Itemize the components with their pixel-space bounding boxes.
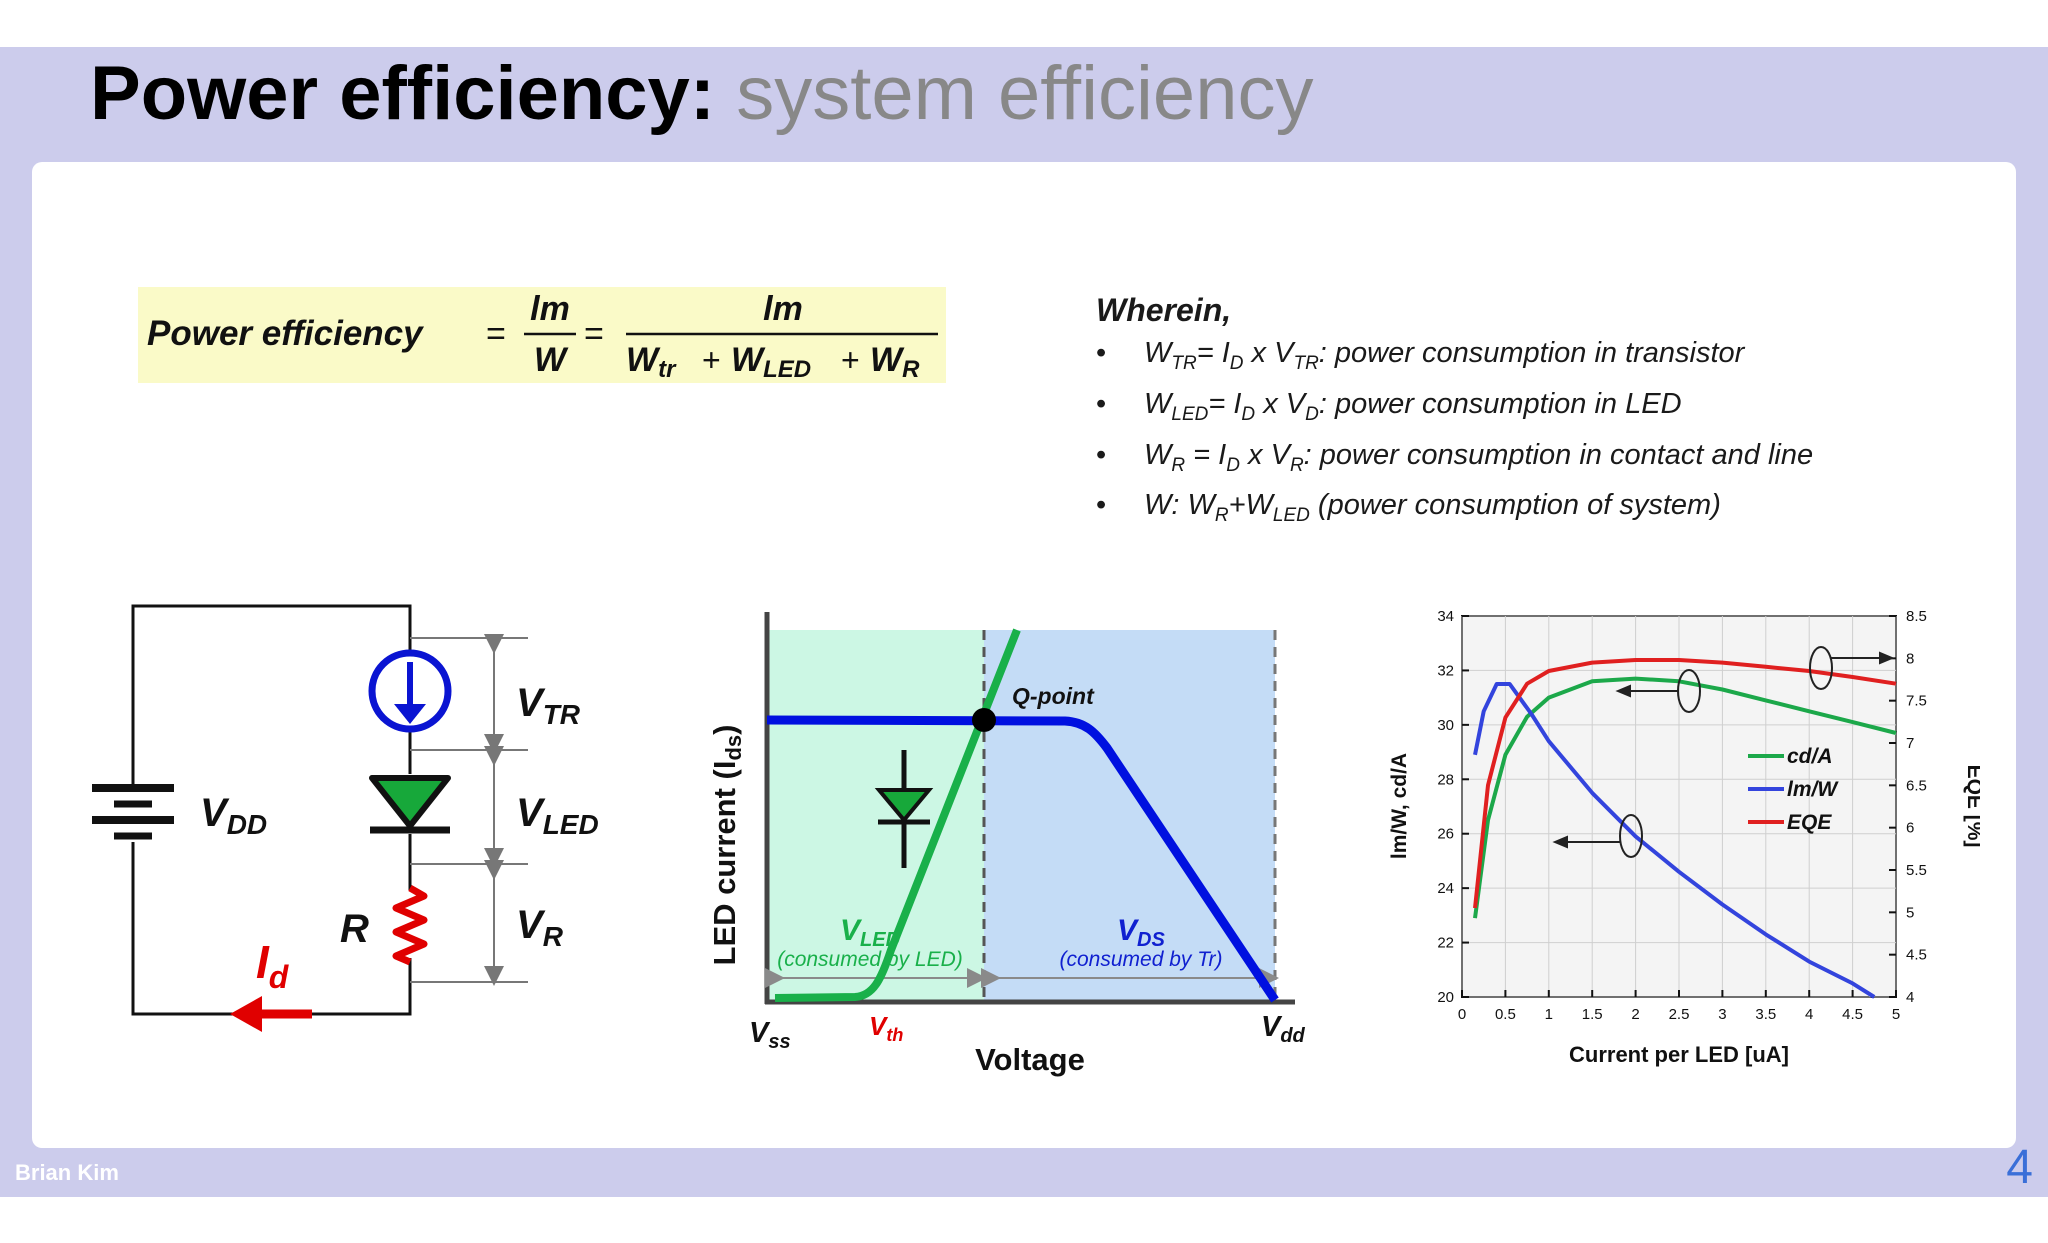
grid-layer	[1461, 615, 1897, 998]
formula-den2-b: WLED	[731, 341, 811, 383]
y2-tick-label: 6.5	[1906, 777, 1927, 794]
author-name: Brian Kim	[15, 1160, 119, 1185]
vled-region-label: VLED	[840, 914, 900, 951]
y2-tick-label: 5.5	[1906, 862, 1927, 879]
iv-xlabel: Voltage	[975, 1042, 1085, 1077]
y-tick-label: 30	[1437, 717, 1454, 734]
qpoint-label: Q-point	[1012, 683, 1095, 709]
y-tick-label: 22	[1437, 935, 1454, 952]
battery-icon	[92, 784, 174, 840]
formula-plus1: +	[702, 342, 721, 378]
y2-tick-label: 6	[1906, 820, 1914, 837]
dimension-lines	[410, 634, 528, 986]
vdd-label: VDD	[200, 791, 267, 840]
list-item: WTR= ID x VTR: power consumption in tran…	[1096, 333, 1996, 384]
iv-operating-diagram: Q-point LED current (Ids) Voltage VLED (…	[707, 612, 1306, 1077]
led-symbol-icon	[874, 750, 934, 868]
y2-tick-label: 4.5	[1906, 947, 1927, 964]
current-arrow-icon	[230, 996, 312, 1032]
y-tick-label: 20	[1437, 989, 1454, 1006]
wherein-list: Wherein, WTR= ID x VTR: power consumptio…	[1096, 292, 1996, 536]
y-tick-label: 32	[1437, 662, 1454, 679]
x-tick-label: 4	[1805, 1006, 1813, 1023]
formula-den2-a: Wtr	[626, 341, 677, 383]
id-label: Id	[256, 936, 290, 995]
formula-eq2: =	[584, 315, 604, 353]
formula-lhs: Power efficiency	[147, 314, 424, 353]
x-tick-label: 1	[1545, 1006, 1553, 1023]
power-efficiency-formula: Power efficiency = lm W = lm Wtr + WLED …	[138, 287, 946, 383]
led-circuit-diagram: VDD R Id VTR VLED VR	[92, 604, 599, 1032]
legend-label: lm/W	[1787, 778, 1839, 801]
y2-tick-label: 5	[1906, 904, 1914, 921]
formula-den1: W	[534, 341, 569, 379]
x-tick-label: 2.5	[1669, 1006, 1690, 1023]
x-tick-label: 0.5	[1495, 1006, 1516, 1023]
list-item: WR = ID x VR: power consumption in conta…	[1096, 435, 1996, 486]
led-diode-icon	[369, 775, 451, 834]
page-number: 4	[2006, 1141, 2033, 1194]
y2-tick-label: 8	[1906, 650, 1914, 667]
formula-plus2: +	[841, 342, 860, 378]
slide-title: Power efficiency: system efficiency	[90, 56, 1313, 132]
x-tick-label: 3.5	[1755, 1006, 1776, 1023]
chart-xlabel: Current per LED [uA]	[1569, 1042, 1789, 1067]
formula-num2: lm	[763, 290, 803, 328]
y-tick-label: 28	[1437, 771, 1454, 788]
iv-ylabel: LED current (Ids)	[707, 725, 746, 966]
vds-region-note: (consumed by Tr)	[1060, 948, 1223, 971]
vds-region-label: VDS	[1117, 914, 1165, 951]
list-item: WLED= ID x VD: power consumption in LED	[1096, 384, 1996, 435]
title-light: system efficiency	[736, 51, 1314, 136]
x-tick-label: 1.5	[1582, 1006, 1603, 1023]
transistor-voltage-region	[984, 630, 1275, 1000]
x-tick-label: 2	[1631, 1006, 1639, 1023]
qpoint-marker	[972, 708, 996, 732]
vtr-label: VTR	[516, 681, 581, 730]
wherein-title: Wherein,	[1096, 292, 1232, 328]
y-tick-label: 24	[1437, 880, 1454, 897]
tick-layer: 0 0.5 1 1.5 2 2.5 3 3.5 4 4.5 5 20 22 24 26 28 30 32 34 4 4.…	[1437, 608, 1927, 1023]
chart-ylabel: lm/W, cd/A	[1388, 753, 1411, 859]
y-tick-label: 34	[1437, 608, 1454, 625]
y2-tick-label: 4	[1906, 989, 1914, 1006]
formula-den2-c: WR	[870, 341, 920, 383]
current-source-icon	[368, 649, 452, 733]
x-tick-label: 4.5	[1842, 1006, 1863, 1023]
transistor-curve	[766, 715, 1279, 1003]
vdd-axis-label: Vdd	[1261, 1011, 1306, 1047]
y2-tick-label: 8.5	[1906, 608, 1927, 625]
circuit-wires	[131, 604, 412, 1016]
vss-label: Vss	[749, 1017, 791, 1053]
list-item: W: WR+WLED (power consumption of system)	[1096, 485, 1996, 536]
title-bold: Power efficiency:	[90, 51, 716, 136]
legend-label: cd/A	[1787, 745, 1833, 768]
y2-tick-label: 7	[1906, 735, 1914, 752]
formula-svg: Power efficiency = lm W = lm Wtr + WLED …	[147, 290, 938, 383]
axis-annotation-arrows	[1552, 646, 1895, 858]
chart-y2label: EQE [%]	[1963, 765, 1980, 848]
formula-num1: lm	[530, 290, 570, 328]
x-tick-label: 0	[1458, 1006, 1466, 1023]
series-line-lm-w	[1473, 682, 1876, 999]
y2-tick-label: 7.5	[1906, 693, 1927, 710]
vled-region-note: (consumed by LED)	[777, 948, 963, 971]
chart-legend: cd/A lm/W EQE	[1748, 745, 1839, 834]
resistor-label: R	[340, 907, 369, 951]
vth-label: Vth	[869, 1011, 903, 1045]
led-curve	[774, 628, 1021, 1002]
efficiency-chart: 0 0.5 1 1.5 2 2.5 3 3.5 4 4.5 5 20 22 24 26 28 30 32 34 4 4.…	[1388, 608, 1980, 1067]
x-tick-label: 3	[1718, 1006, 1726, 1023]
y-tick-label: 26	[1437, 826, 1454, 843]
x-tick-label: 5	[1892, 1006, 1900, 1023]
series-line-cd-a	[1473, 676, 1897, 919]
legend-label: EQE	[1787, 811, 1832, 834]
formula-eq1: =	[486, 315, 506, 353]
vr-label: VR	[516, 903, 564, 952]
vled-label: VLED	[516, 791, 599, 840]
resistor-icon	[392, 884, 428, 966]
